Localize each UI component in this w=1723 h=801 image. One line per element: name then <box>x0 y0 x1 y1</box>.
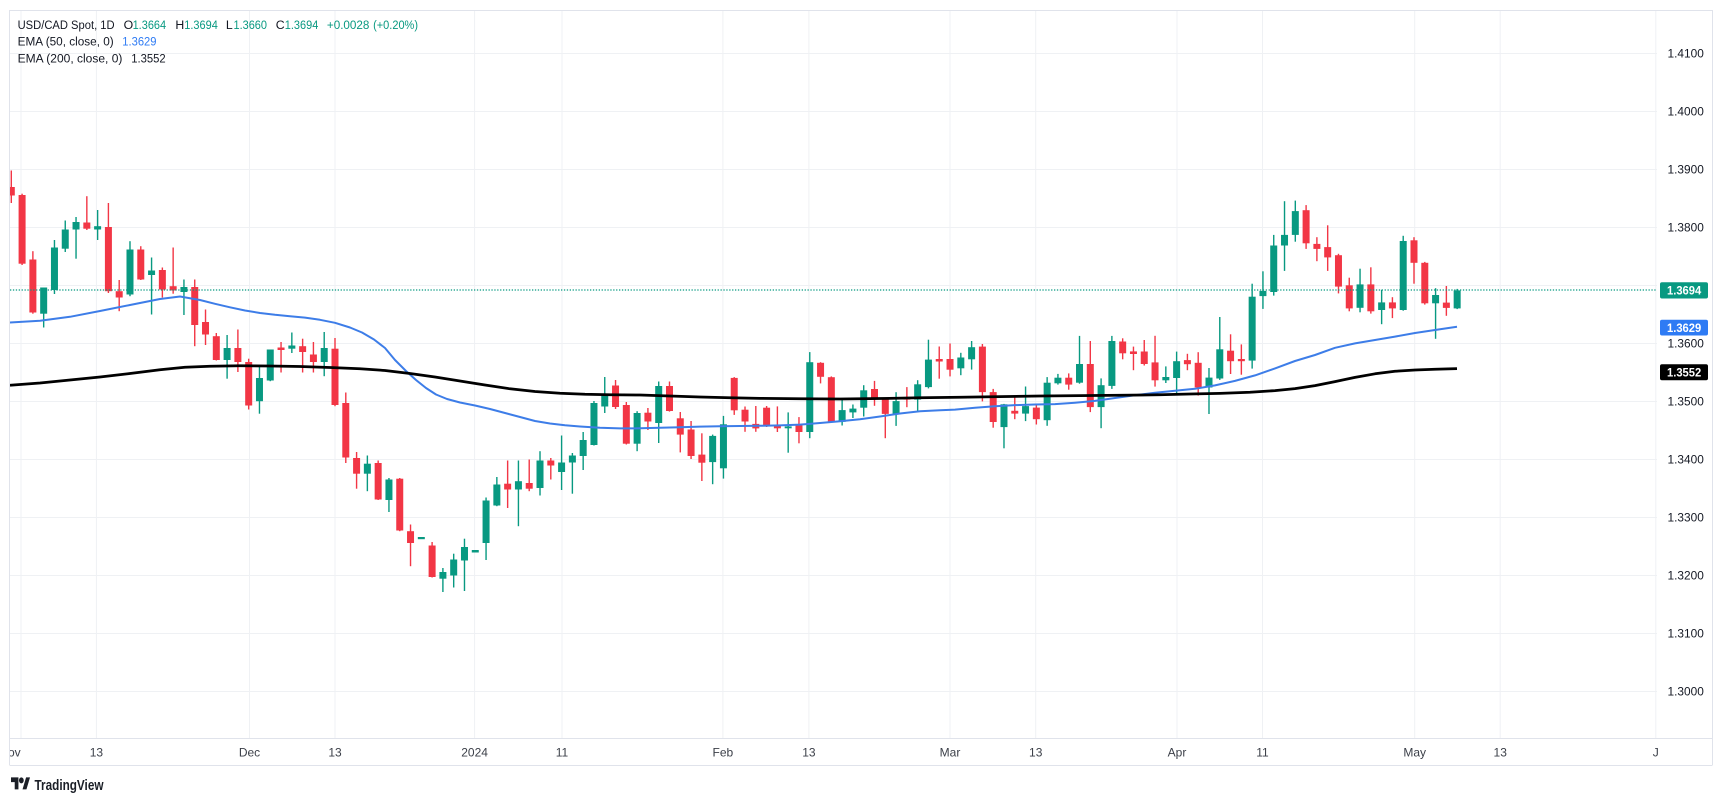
svg-text:2024: 2024 <box>461 745 488 759</box>
svg-text:13: 13 <box>802 745 816 759</box>
svg-text:13: 13 <box>1029 745 1043 759</box>
svg-text:+0.0028: +0.0028 <box>327 18 370 32</box>
svg-text:Apr: Apr <box>1168 745 1187 759</box>
svg-text:EMA (50, close, 0): EMA (50, close, 0) <box>18 35 114 49</box>
svg-text:1.3800: 1.3800 <box>1668 223 1704 235</box>
svg-text:13: 13 <box>1494 745 1508 759</box>
svg-text:C: C <box>276 18 285 32</box>
svg-text:1.3000: 1.3000 <box>1668 687 1704 699</box>
svg-text:(+0.20%): (+0.20%) <box>373 18 418 32</box>
svg-text:1.4000: 1.4000 <box>1668 107 1704 119</box>
svg-text:1.3660: 1.3660 <box>234 18 268 32</box>
svg-text:13: 13 <box>328 745 342 759</box>
svg-text:Feb: Feb <box>713 745 734 759</box>
svg-text:Mar: Mar <box>940 745 961 759</box>
svg-text:J: J <box>1653 745 1659 759</box>
svg-text:May: May <box>1403 745 1426 759</box>
svg-text:O: O <box>124 18 134 32</box>
svg-text:11: 11 <box>556 745 569 759</box>
svg-text:1.3600: 1.3600 <box>1668 339 1704 351</box>
svg-text:1.3629: 1.3629 <box>122 35 156 49</box>
svg-text:1.3500: 1.3500 <box>1668 397 1704 409</box>
svg-text:EMA (200, close, 0): EMA (200, close, 0) <box>18 51 123 65</box>
svg-text:11: 11 <box>1256 745 1269 759</box>
svg-text:13: 13 <box>90 745 104 759</box>
svg-text:1.3100: 1.3100 <box>1668 629 1704 641</box>
svg-text:USD/CAD Spot, 1D: USD/CAD Spot, 1D <box>18 18 115 32</box>
svg-text:TradingView: TradingView <box>35 777 104 794</box>
svg-text:1.3400: 1.3400 <box>1668 455 1704 467</box>
svg-text:H: H <box>175 18 184 32</box>
svg-text:Dec: Dec <box>239 745 260 759</box>
svg-text:1.4100: 1.4100 <box>1668 49 1704 61</box>
svg-text:1.3552: 1.3552 <box>1667 368 1701 380</box>
svg-text:1.3694: 1.3694 <box>285 18 319 32</box>
svg-text:1.3552: 1.3552 <box>131 51 166 65</box>
svg-text:1.3200: 1.3200 <box>1668 571 1704 583</box>
svg-text:L: L <box>226 18 233 32</box>
svg-text:1.3694: 1.3694 <box>184 18 218 32</box>
svg-text:1.3694: 1.3694 <box>1667 286 1702 298</box>
svg-text:Nov: Nov <box>0 745 21 759</box>
svg-text:1.3629: 1.3629 <box>1667 323 1701 335</box>
svg-text:1.3664: 1.3664 <box>133 18 167 32</box>
svg-text:1.3300: 1.3300 <box>1668 513 1704 525</box>
svg-text:1.3900: 1.3900 <box>1668 165 1704 177</box>
